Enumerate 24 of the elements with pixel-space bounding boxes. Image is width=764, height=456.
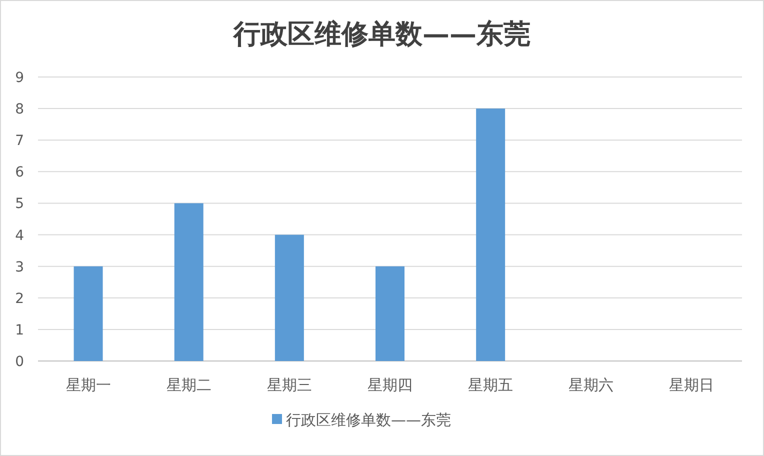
x-tick-label: 星期二: [166, 376, 212, 394]
y-tick-label: 1: [15, 322, 24, 338]
bar: [274, 234, 304, 361]
chart-title: 行政区维修单数——东莞: [232, 19, 530, 50]
x-tick-label: 星期一: [66, 376, 111, 394]
x-tick-label: 星期三: [266, 376, 312, 394]
y-tick-label: 0: [15, 354, 24, 370]
y-tick-label: 5: [15, 196, 24, 212]
y-tick-label: 7: [15, 133, 24, 150]
legend-label: 行政区维修单数——东莞: [286, 411, 451, 429]
bar: [376, 266, 404, 361]
x-tick-label: 星期六: [568, 376, 614, 394]
y-tick-label: 4: [15, 228, 24, 244]
y-tick-label: 3: [15, 259, 24, 276]
y-tick-label: 8: [15, 102, 24, 118]
x-tick-label: 星期五: [468, 376, 514, 394]
bar: [74, 266, 103, 361]
bar: [174, 203, 204, 361]
y-tick-label: 9: [15, 70, 24, 86]
y-tick-label: 2: [15, 290, 24, 307]
x-tick-label: 星期四: [368, 376, 412, 394]
bar: [476, 108, 506, 361]
y-tick-label: 6: [15, 164, 24, 181]
x-tick-label: 星期日: [669, 376, 714, 394]
